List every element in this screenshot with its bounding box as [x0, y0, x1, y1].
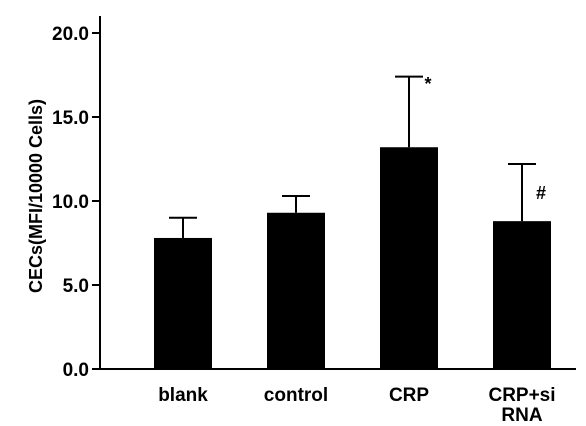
y-tick-label: 15.0 — [52, 108, 89, 129]
significance-marker: # — [536, 183, 546, 203]
bar — [267, 212, 325, 369]
y-ticks: 0.0 5.0 10.0 15.0 20.0 — [52, 24, 100, 381]
y-tick-label: 0.0 — [63, 360, 89, 381]
significance-marker: * — [424, 74, 431, 94]
y-tick-label: 5.0 — [63, 276, 89, 297]
bars: *# — [154, 74, 551, 369]
x-tick-label: CRP+si — [488, 385, 555, 406]
y-tick-label: 10.0 — [52, 192, 89, 213]
bar — [154, 237, 212, 369]
x-tick-label: CRP — [389, 385, 429, 406]
x-tick-label: blank — [158, 385, 208, 406]
y-axis-label: CECs(MFI/10000 Cells) — [26, 99, 46, 293]
bar — [493, 221, 551, 369]
bar — [380, 147, 438, 369]
y-tick-label: 20.0 — [52, 24, 89, 45]
x-tick-label: RNA — [501, 405, 542, 426]
x-tick-label: control — [264, 385, 328, 406]
